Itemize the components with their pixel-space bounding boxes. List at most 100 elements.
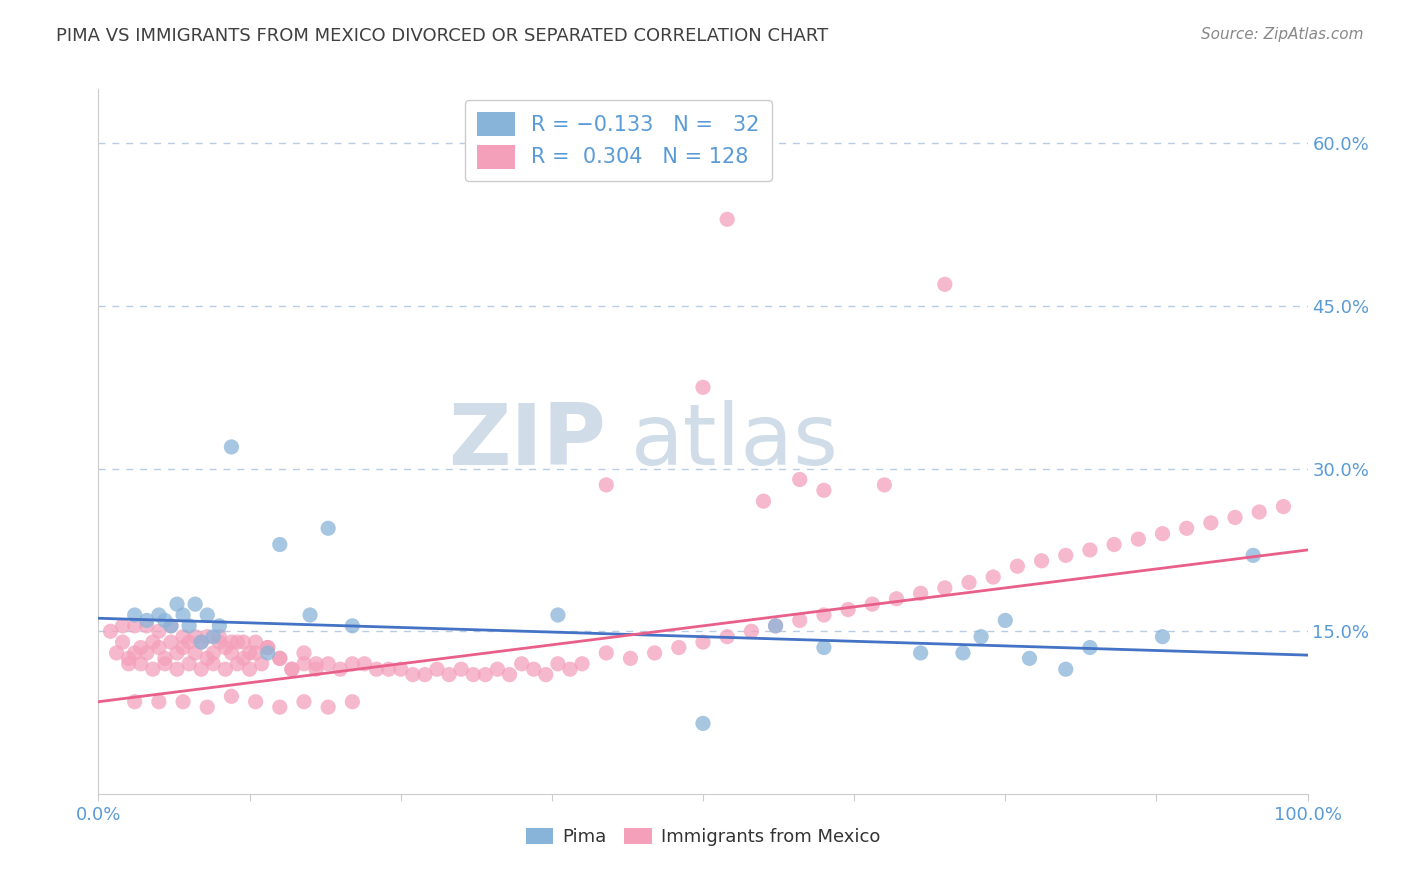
Point [129, 640, 152, 655]
Point [118, 651, 141, 665]
Point [860, 597, 883, 611]
Point [135, 646, 157, 660]
Point [970, 630, 993, 644]
Point [111, 619, 134, 633]
Point [450, 662, 472, 676]
Point [1199, 516, 1222, 530]
Point [752, 494, 775, 508]
Point [256, 646, 278, 660]
Point [813, 607, 835, 622]
Point [100, 624, 122, 639]
Point [342, 695, 364, 709]
Point [239, 662, 262, 676]
Point [437, 667, 460, 681]
Point [202, 630, 225, 644]
Point [221, 635, 243, 649]
Point [644, 646, 666, 660]
Point [166, 646, 188, 660]
Point [292, 657, 315, 671]
Point [214, 662, 236, 676]
Point [837, 602, 859, 616]
Point [208, 619, 231, 633]
Point [269, 700, 291, 714]
Point [245, 646, 267, 660]
Point [994, 614, 1017, 628]
Point [402, 667, 425, 681]
Point [190, 635, 212, 649]
Point [281, 662, 304, 676]
Point [813, 640, 835, 655]
Point [813, 483, 835, 498]
Point [184, 630, 207, 644]
Point [190, 635, 212, 649]
Point [342, 657, 364, 671]
Point [202, 657, 225, 671]
Point [619, 651, 641, 665]
Point [1054, 662, 1077, 676]
Point [316, 521, 339, 535]
Point [214, 640, 236, 655]
Point [595, 478, 617, 492]
Point [160, 619, 183, 633]
Point [148, 607, 170, 622]
Point [111, 635, 134, 649]
Point [179, 619, 201, 633]
Point [172, 607, 194, 622]
Point [245, 635, 267, 649]
Point [668, 640, 690, 655]
Point [910, 646, 932, 660]
Point [221, 690, 243, 704]
Point [740, 624, 762, 639]
Point [195, 630, 218, 644]
Point [250, 657, 273, 671]
Point [547, 607, 569, 622]
Point [353, 657, 375, 671]
Point [160, 635, 183, 649]
Point [221, 646, 243, 660]
Point [1018, 651, 1040, 665]
Point [716, 630, 738, 644]
Point [426, 662, 449, 676]
Point [510, 657, 533, 671]
Point [208, 635, 231, 649]
Point [118, 657, 141, 671]
Point [571, 657, 593, 671]
Point [172, 640, 194, 655]
Point [226, 635, 249, 649]
Point [316, 657, 339, 671]
Point [413, 667, 436, 681]
Point [1128, 532, 1150, 546]
Legend: Pima, Immigrants from Mexico: Pima, Immigrants from Mexico [517, 819, 889, 855]
Point [957, 575, 980, 590]
Point [934, 277, 956, 292]
Point [305, 657, 328, 671]
Text: PIMA VS IMMIGRANTS FROM MEXICO DIVORCED OR SEPARATED CORRELATION CHART: PIMA VS IMMIGRANTS FROM MEXICO DIVORCED … [56, 27, 828, 45]
Point [153, 614, 176, 628]
Point [166, 662, 188, 676]
Point [179, 657, 201, 671]
Point [292, 646, 315, 660]
Point [124, 619, 146, 633]
Point [389, 662, 412, 676]
Text: Source: ZipAtlas.com: Source: ZipAtlas.com [1201, 27, 1364, 42]
Point [1078, 640, 1101, 655]
Point [1152, 526, 1174, 541]
Point [1223, 510, 1246, 524]
Point [202, 646, 225, 660]
Point [1078, 543, 1101, 558]
Point [172, 630, 194, 644]
Point [873, 478, 896, 492]
Point [232, 651, 254, 665]
Point [184, 646, 207, 660]
Point [281, 662, 304, 676]
Point [692, 380, 714, 394]
Point [377, 662, 399, 676]
Point [179, 635, 201, 649]
Point [547, 657, 569, 671]
Point [226, 657, 249, 671]
Point [981, 570, 1004, 584]
Point [1007, 559, 1029, 574]
Point [595, 646, 617, 660]
Text: ZIP: ZIP [449, 400, 606, 483]
Point [190, 662, 212, 676]
